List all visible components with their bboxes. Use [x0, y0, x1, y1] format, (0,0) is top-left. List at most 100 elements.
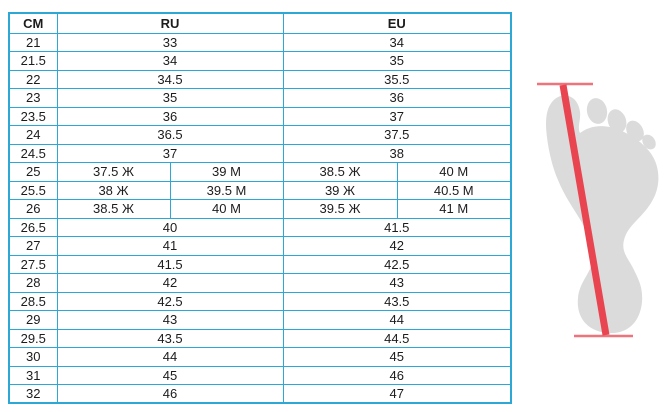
cell-eu: 47 [282, 384, 512, 404]
cell-ru: 42.5 [56, 291, 284, 311]
cell-eu: 44.5 [282, 328, 512, 348]
cell-eu: 37 [282, 106, 512, 126]
cell-ru: 43 [56, 310, 284, 330]
cell-ru: 44 [56, 347, 284, 367]
toe-icon [607, 109, 627, 133]
cell-ru: 36 [56, 106, 284, 126]
table-row: 29 43 44 [8, 310, 512, 330]
cell-cm: 31 [8, 365, 58, 385]
cell-cm: 21 [8, 32, 58, 52]
toe-icon [626, 120, 644, 142]
size-conversion-table: CM RU EU 21 33 34 21.5 34 35 22 34.5 35.5 23 35 36 2… [8, 12, 512, 404]
cell-eu: 44 [282, 310, 512, 330]
cell-ru-men: 39 М [169, 162, 284, 182]
cell-ru-men: 40 М [169, 199, 284, 219]
table-row: 32 46 47 [8, 384, 512, 404]
cell-eu: 35 [282, 51, 512, 71]
table-row: 23.5 36 37 [8, 106, 512, 126]
cell-cm: 24.5 [8, 143, 58, 163]
table-row: 25 37.5 Ж 39 М 38.5 Ж 40 М [8, 162, 512, 182]
table-row: 28 42 43 [8, 273, 512, 293]
cell-eu: 35.5 [282, 69, 512, 89]
cell-cm: 22 [8, 69, 58, 89]
cell-cm: 23 [8, 88, 58, 108]
table-row: 26.5 40 41.5 [8, 217, 512, 237]
cell-eu-men: 40.5 М [396, 180, 512, 200]
cell-cm: 25 [8, 162, 58, 182]
table-row: 26 38.5 Ж 40 М 39.5 Ж 41 М [8, 199, 512, 219]
column-header-eu: EU [282, 12, 512, 34]
table-row: 25.5 38 Ж 39.5 М 39 Ж 40.5 М [8, 180, 512, 200]
cell-ru-women: 38.5 Ж [56, 199, 171, 219]
cell-ru: 34.5 [56, 69, 284, 89]
cell-cm: 27.5 [8, 254, 58, 274]
cell-eu: 45 [282, 347, 512, 367]
table-row: 24.5 37 38 [8, 143, 512, 163]
cell-cm: 28 [8, 273, 58, 293]
cell-eu: 38 [282, 143, 512, 163]
cell-eu-men: 41 М [396, 199, 512, 219]
cell-eu: 42 [282, 236, 512, 256]
cell-ru: 45 [56, 365, 284, 385]
cell-cm: 26.5 [8, 217, 58, 237]
cell-ru: 41.5 [56, 254, 284, 274]
cell-ru: 37 [56, 143, 284, 163]
cell-cm: 29.5 [8, 328, 58, 348]
table-row: 28.5 42.5 43.5 [8, 291, 512, 311]
cell-eu: 43.5 [282, 291, 512, 311]
table-body: 21 33 34 21.5 34 35 22 34.5 35.5 23 35 36 23.5 36 37 24… [8, 32, 512, 404]
foot-measurement-illustration [537, 82, 659, 338]
measurement-line [537, 82, 633, 338]
cell-ru: 42 [56, 273, 284, 293]
table-header: CM RU EU [8, 12, 512, 34]
cell-eu: 42.5 [282, 254, 512, 274]
cell-eu-women: 39 Ж [282, 180, 398, 200]
table-row: 27 41 42 [8, 236, 512, 256]
cell-ru: 40 [56, 217, 284, 237]
toe-icon [586, 98, 608, 124]
cell-eu-women: 39.5 Ж [282, 199, 398, 219]
table-row: 21 33 34 [8, 32, 512, 52]
column-header-ru: RU [56, 12, 284, 34]
cell-cm: 30 [8, 347, 58, 367]
cell-cm: 26 [8, 199, 58, 219]
cell-ru: 35 [56, 88, 284, 108]
cell-eu: 41.5 [282, 217, 512, 237]
cell-eu-men: 40 М [396, 162, 512, 182]
table-row: 24 36.5 37.5 [8, 125, 512, 145]
header-row: CM RU EU [8, 12, 512, 34]
cell-ru-women: 38 Ж [56, 180, 171, 200]
cell-eu: 34 [282, 32, 512, 52]
cell-cm: 21.5 [8, 51, 58, 71]
table-row: 21.5 34 35 [8, 51, 512, 71]
cell-ru: 46 [56, 384, 284, 404]
table-row: 31 45 46 [8, 365, 512, 385]
cell-ru-women: 37.5 Ж [56, 162, 171, 182]
cell-cm: 32 [8, 384, 58, 404]
table-row: 29.5 43.5 44.5 [8, 328, 512, 348]
measurement-line-main [559, 84, 610, 336]
cell-eu: 46 [282, 365, 512, 385]
cell-eu-women: 38.5 Ж [282, 162, 398, 182]
cell-eu: 43 [282, 273, 512, 293]
cell-cm: 27 [8, 236, 58, 256]
cell-cm: 28.5 [8, 291, 58, 311]
cell-ru: 43.5 [56, 328, 284, 348]
cell-ru: 33 [56, 32, 284, 52]
cell-cm: 25.5 [8, 180, 58, 200]
cell-cm: 23.5 [8, 106, 58, 126]
cell-ru: 41 [56, 236, 284, 256]
table-row: 23 35 36 [8, 88, 512, 108]
column-header-cm: CM [8, 12, 58, 34]
cell-eu: 37.5 [282, 125, 512, 145]
table-row: 27.5 41.5 42.5 [8, 254, 512, 274]
toe-icon [642, 134, 656, 150]
cell-ru: 34 [56, 51, 284, 71]
cell-eu: 36 [282, 88, 512, 108]
cell-ru: 36.5 [56, 125, 284, 145]
table-row: 30 44 45 [8, 347, 512, 367]
table-row: 22 34.5 35.5 [8, 69, 512, 89]
cell-cm: 29 [8, 310, 58, 330]
cell-ru-men: 39.5 М [169, 180, 284, 200]
